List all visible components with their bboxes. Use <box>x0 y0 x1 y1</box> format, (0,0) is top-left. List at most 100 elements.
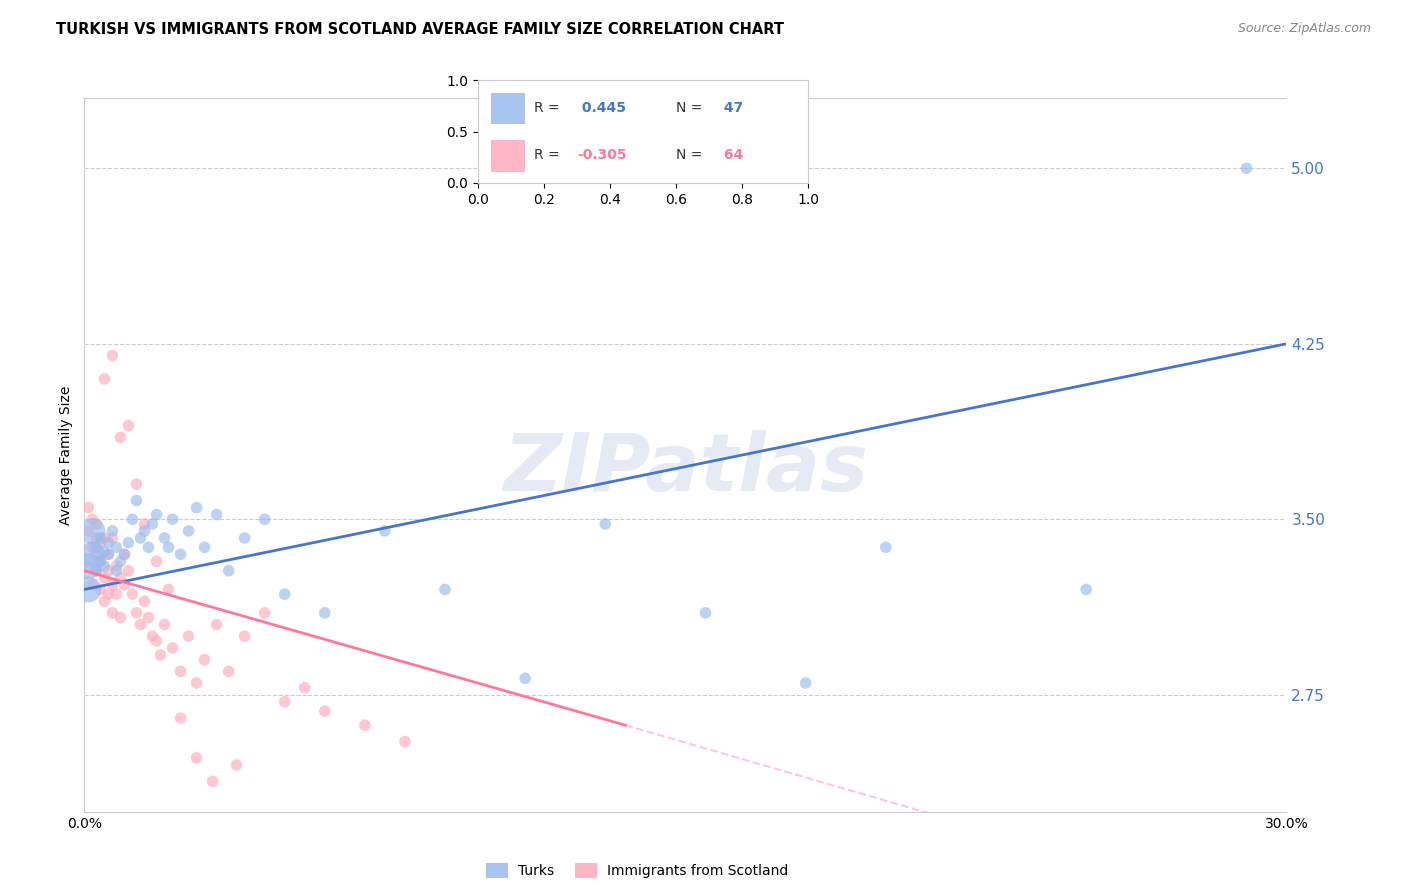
Point <box>110 554 132 568</box>
Point <box>105 564 128 578</box>
Point <box>233 629 256 643</box>
Point <box>86 541 108 555</box>
Y-axis label: Average Family Size: Average Family Size <box>59 385 73 524</box>
FancyBboxPatch shape <box>491 93 524 123</box>
Text: R =: R = <box>534 101 560 115</box>
Point <box>125 606 148 620</box>
Point <box>86 516 108 531</box>
Point <box>145 554 167 568</box>
Point <box>86 531 108 545</box>
Point <box>77 582 100 597</box>
Text: N =: N = <box>676 148 703 162</box>
Point <box>93 372 115 386</box>
Point <box>177 524 200 538</box>
Point <box>82 524 104 538</box>
Point <box>294 681 316 695</box>
Point <box>117 418 139 433</box>
Text: TURKISH VS IMMIGRANTS FROM SCOTLAND AVERAGE FAMILY SIZE CORRELATION CHART: TURKISH VS IMMIGRANTS FROM SCOTLAND AVER… <box>56 22 785 37</box>
Point <box>354 718 377 732</box>
Point <box>89 535 111 549</box>
Point <box>169 711 191 725</box>
Point <box>145 634 167 648</box>
Point <box>121 512 143 526</box>
Point <box>875 541 897 555</box>
Point <box>93 571 115 585</box>
Point <box>274 587 297 601</box>
Point <box>121 587 143 601</box>
Text: N =: N = <box>676 101 703 115</box>
Point <box>434 582 457 597</box>
Point <box>515 671 537 685</box>
Point <box>117 535 139 549</box>
Point <box>101 349 124 363</box>
Point <box>595 516 617 531</box>
Point <box>169 547 191 561</box>
Point <box>86 564 108 578</box>
Point <box>314 704 336 718</box>
Text: ZIPatlas: ZIPatlas <box>503 430 868 508</box>
Point <box>101 524 124 538</box>
Point <box>134 594 156 608</box>
Point <box>93 594 115 608</box>
Point <box>82 512 104 526</box>
Point <box>138 541 160 555</box>
Text: Source: ZipAtlas.com: Source: ZipAtlas.com <box>1237 22 1371 36</box>
Point <box>114 547 135 561</box>
Point <box>374 524 396 538</box>
Point <box>1234 161 1257 176</box>
Point <box>86 564 108 578</box>
Point <box>125 477 148 491</box>
Point <box>134 516 156 531</box>
Point <box>110 571 132 585</box>
Point <box>157 541 180 555</box>
Point <box>129 531 152 545</box>
Text: 0.445: 0.445 <box>578 101 626 115</box>
Point <box>177 629 200 643</box>
Text: 64: 64 <box>720 148 744 162</box>
Legend: Turks, Immigrants from Scotland: Turks, Immigrants from Scotland <box>481 858 794 883</box>
Point <box>82 547 104 561</box>
Point <box>314 606 336 620</box>
Point <box>82 541 104 555</box>
Point <box>169 665 191 679</box>
Point <box>695 606 717 620</box>
Point <box>157 582 180 597</box>
Point <box>93 545 115 559</box>
Point <box>105 541 128 555</box>
Point <box>134 524 156 538</box>
Point <box>205 617 228 632</box>
Point <box>101 578 124 592</box>
Point <box>253 512 276 526</box>
Point <box>110 430 132 444</box>
Point <box>101 606 124 620</box>
Point <box>97 587 120 601</box>
Point <box>138 610 160 624</box>
Text: -0.305: -0.305 <box>578 148 627 162</box>
Point <box>274 695 297 709</box>
Point <box>201 774 224 789</box>
Point <box>186 751 208 765</box>
Point <box>162 512 184 526</box>
Point <box>218 564 240 578</box>
Point <box>253 606 276 620</box>
FancyBboxPatch shape <box>491 140 524 170</box>
Point <box>101 531 124 545</box>
Point <box>114 547 135 561</box>
Point <box>794 676 817 690</box>
Point <box>153 617 176 632</box>
Point <box>125 493 148 508</box>
Point <box>89 554 111 568</box>
Point <box>105 559 128 574</box>
Point <box>205 508 228 522</box>
Point <box>77 524 100 538</box>
Point <box>141 516 163 531</box>
Point <box>186 676 208 690</box>
Point <box>394 734 416 748</box>
Point <box>89 582 111 597</box>
Point <box>1076 582 1098 597</box>
Point <box>86 547 108 561</box>
Text: 47: 47 <box>720 101 744 115</box>
Point <box>141 629 163 643</box>
Point <box>77 500 100 515</box>
Point <box>89 531 111 545</box>
